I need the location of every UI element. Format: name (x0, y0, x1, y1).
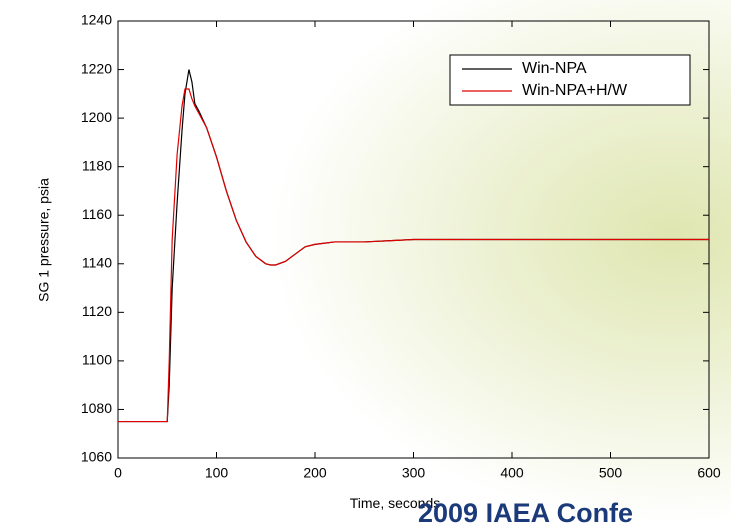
x-tick-label: 200 (303, 465, 327, 481)
y-tick-label: 1060 (81, 449, 112, 465)
y-tick-label: 1160 (82, 206, 112, 222)
x-tick-label: 400 (500, 465, 524, 481)
y-axis-label: SG 1 pressure, psia (36, 178, 52, 302)
legend-label: Win-NPA+H/W (522, 82, 628, 99)
x-tick-label: 0 (114, 465, 122, 481)
x-tick-label: 300 (402, 465, 426, 481)
y-tick-label: 1100 (82, 352, 112, 368)
y-tick-label: 1140 (82, 254, 112, 270)
series-line (118, 88, 709, 423)
y-tick-label: 1220 (81, 60, 112, 76)
legend-box (449, 54, 691, 106)
x-tick-label: 100 (205, 465, 229, 481)
y-tick-label: 1240 (81, 12, 112, 28)
y-tick-label: 1120 (82, 303, 112, 319)
y-tick-label: 1200 (81, 109, 112, 125)
y-tick-label: 1180 (82, 157, 112, 173)
x-axis-label: Time, seconds (350, 495, 441, 511)
x-tick-label: 600 (697, 465, 721, 481)
x-tick-label: 500 (599, 465, 623, 481)
footer-annotation: 2009 IAEA Confe (418, 498, 633, 524)
legend-label: Win-NPA (522, 60, 587, 77)
y-tick-label: 1080 (81, 400, 112, 416)
